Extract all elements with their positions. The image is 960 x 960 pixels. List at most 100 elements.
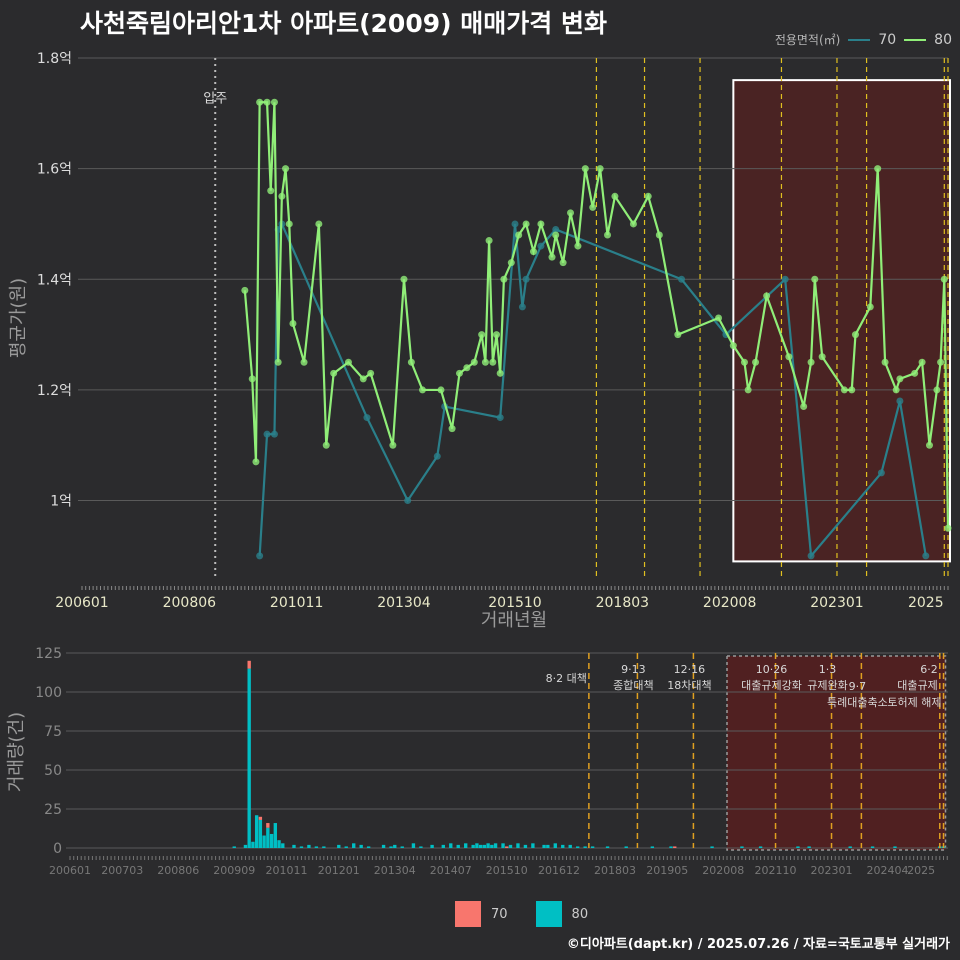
legend-label-80: 80	[934, 31, 952, 48]
volume-bar-80	[553, 843, 557, 848]
volume-x-tick-label: 201011	[266, 864, 308, 877]
policy-label: 18차대책	[667, 679, 711, 692]
volume-bar-80	[482, 844, 487, 848]
y-tick-label: 1.4억	[37, 272, 72, 288]
x-axis-label: 거래년월	[481, 610, 547, 631]
legend-swatch-80	[904, 38, 927, 41]
volume-bar-80	[561, 844, 565, 848]
policy-label: 특례대출축소	[827, 696, 888, 709]
footer-credit: ©디아파트(dapt.kr) / 2025.07.26 / 자료=국토교통부 실…	[566, 937, 950, 952]
data-point-80	[740, 358, 748, 366]
data-point-80	[574, 242, 582, 250]
policy-label: 대출규제	[897, 679, 937, 692]
data-point-70	[537, 242, 545, 250]
volume-bar-80	[251, 841, 255, 848]
x-tick-label: 202008	[703, 595, 756, 611]
x-tick-label: 2025	[908, 595, 944, 611]
volume-bar-80	[381, 844, 386, 848]
volume-y-tick-label: 125	[35, 646, 62, 662]
volume-bar-80	[807, 846, 811, 848]
volume-bar-80	[740, 846, 744, 848]
data-point-80	[367, 369, 375, 377]
data-point-80	[596, 165, 604, 173]
volume-bar-80	[400, 846, 404, 848]
volume-bar-80	[307, 844, 311, 848]
data-point-80	[537, 220, 545, 228]
x-tick-label: 202301	[810, 595, 863, 611]
volume-bar-80	[501, 843, 505, 848]
volume-bar-80	[542, 844, 546, 848]
volume-bar-80	[344, 846, 348, 848]
data-point-70	[404, 497, 412, 505]
volume-legend-swatch-70	[455, 901, 481, 927]
volume-bar-80	[273, 823, 277, 848]
data-point-70	[256, 552, 264, 560]
volume-bar-80	[576, 846, 580, 848]
data-point-80	[267, 187, 275, 195]
volume-bar-80	[546, 844, 550, 848]
data-point-80	[918, 358, 926, 366]
area-legend: 전용면적(㎡) 70 80	[775, 31, 952, 48]
volume-legend-label-70: 70	[491, 906, 508, 922]
volume-bar-80	[486, 843, 490, 848]
x-tick-label: 201304	[377, 595, 431, 611]
policy-label: 규제완화	[807, 679, 847, 692]
data-point-80	[629, 220, 637, 228]
legend-label-70: 70	[878, 31, 897, 48]
volume-x-tick-label: 202110	[755, 864, 797, 877]
volume-x-tick-label: 200806	[157, 864, 199, 877]
data-point-70	[922, 552, 930, 560]
data-point-80	[866, 303, 874, 311]
data-point-80	[437, 386, 445, 394]
data-point-80	[330, 369, 338, 377]
volume-bar-80	[419, 846, 423, 848]
data-point-80	[278, 192, 286, 200]
data-point-70	[678, 275, 686, 283]
volume-bar-80	[669, 846, 673, 848]
data-point-80	[248, 375, 256, 383]
volume-bar-80	[281, 843, 285, 848]
volume-y-axis-label: 거래량(건)	[6, 712, 27, 792]
data-point-80	[881, 358, 889, 366]
volume-bar-80	[411, 843, 416, 848]
volume-bar-80	[247, 668, 251, 848]
y-tick-label: 1.6억	[37, 162, 72, 178]
volume-bar-80	[366, 846, 371, 848]
volume-x-tick-label: 2025	[907, 864, 935, 877]
policy-label: 대출규제강화	[741, 679, 802, 692]
data-point-80	[552, 231, 560, 239]
data-point-80	[241, 286, 249, 294]
volume-bar-80	[352, 843, 356, 848]
data-point-80	[604, 231, 612, 239]
data-point-80	[763, 292, 771, 300]
data-point-80	[322, 441, 330, 449]
volume-bar-80	[893, 846, 897, 848]
data-point-80	[463, 364, 471, 372]
move-in-label: 입주	[203, 91, 227, 106]
volume-bar-80	[624, 846, 628, 848]
volume-x-tick-label: 200601	[49, 864, 91, 877]
data-point-80	[611, 192, 619, 200]
volume-legend: 70 80	[455, 901, 588, 927]
volume-bar-80	[337, 844, 341, 848]
volume-bar-70	[673, 846, 677, 848]
volume-bar-80	[508, 844, 513, 848]
data-point-70	[896, 397, 904, 405]
data-point-80	[485, 237, 493, 245]
data-point-70	[263, 430, 271, 438]
data-point-70	[433, 452, 441, 460]
data-point-80	[315, 220, 323, 228]
data-point-80	[530, 248, 538, 256]
data-point-80	[515, 231, 523, 239]
data-point-70	[270, 430, 278, 438]
data-point-80	[715, 314, 723, 322]
data-point-80	[818, 353, 826, 361]
x-tick-label: 201510	[488, 595, 541, 611]
data-point-70	[877, 469, 885, 477]
data-point-80	[589, 203, 597, 211]
volume-bar-80	[471, 844, 475, 848]
data-point-80	[270, 98, 278, 106]
data-point-80	[752, 358, 760, 366]
data-point-80	[448, 425, 456, 433]
data-point-80	[896, 375, 904, 383]
